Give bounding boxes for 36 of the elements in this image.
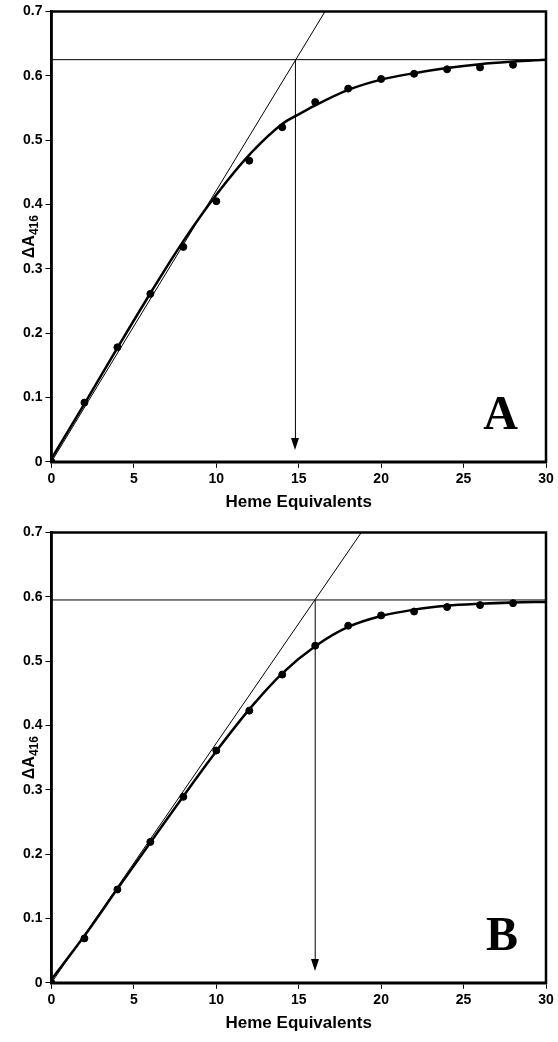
y-tick-label: 0.2 bbox=[22, 323, 43, 340]
x-tick-label: 0 bbox=[47, 991, 56, 1008]
annotation: A bbox=[483, 385, 519, 439]
x-axis-title: Heme Equivalents bbox=[225, 492, 372, 512]
x-tick-label: 10 bbox=[208, 470, 225, 487]
y-tick-label: 0 bbox=[34, 973, 43, 990]
y-tick-label: 0.2 bbox=[22, 844, 43, 861]
y-tick-label: 0.7 bbox=[22, 2, 43, 19]
y-tick-label: 0 bbox=[34, 452, 43, 469]
x-tick-label: 30 bbox=[538, 991, 554, 1008]
y-axis-title: ΔA416 bbox=[20, 735, 41, 780]
y-tick-label: 0.7 bbox=[22, 523, 43, 540]
y-tick-label: 0.6 bbox=[22, 587, 43, 604]
annotation: B bbox=[485, 906, 518, 960]
x-tick-label: 25 bbox=[455, 991, 472, 1008]
x-tick-label: 15 bbox=[290, 470, 307, 487]
x-tick-label: 20 bbox=[373, 470, 390, 487]
x-tick-label: 10 bbox=[208, 991, 225, 1008]
y-tick-label: 0.1 bbox=[22, 909, 43, 926]
x-tick-label: 30 bbox=[538, 470, 554, 487]
x-tick-label: 25 bbox=[455, 470, 472, 487]
x-tick-label: 20 bbox=[373, 991, 390, 1008]
x-tick-label: 0 bbox=[47, 470, 56, 487]
x-tick-label: 5 bbox=[129, 991, 138, 1008]
x-tick-label: 5 bbox=[129, 470, 138, 487]
y-tick-label: 0.3 bbox=[22, 259, 43, 276]
y-tick-label: 0.6 bbox=[22, 66, 43, 83]
y-tick-label: 0.5 bbox=[22, 651, 43, 668]
y-tick-label: 0.1 bbox=[22, 388, 43, 405]
y-tick-label: 0.4 bbox=[22, 716, 43, 733]
y-tick-label: 0.4 bbox=[22, 195, 43, 212]
y-tick-label: 0.3 bbox=[22, 780, 43, 797]
x-tick-label: 15 bbox=[290, 991, 307, 1008]
y-axis-title: ΔA416 bbox=[20, 214, 41, 259]
x-axis-title: Heme Equivalents bbox=[225, 1013, 372, 1033]
y-tick-label: 0.5 bbox=[22, 130, 43, 147]
